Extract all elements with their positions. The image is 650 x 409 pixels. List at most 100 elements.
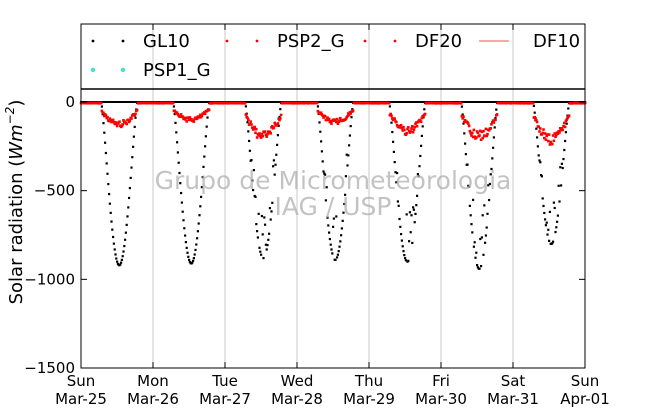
gl10-point xyxy=(199,205,202,208)
red-point xyxy=(473,135,476,139)
red-point xyxy=(403,128,406,132)
gl10-point xyxy=(401,245,404,248)
red-point xyxy=(548,143,552,146)
gl10-point xyxy=(349,124,352,128)
red-point xyxy=(268,130,272,134)
red-point xyxy=(531,101,535,105)
red-point xyxy=(391,118,395,122)
gl10-point xyxy=(264,223,267,226)
gl10-point xyxy=(410,214,413,217)
legend-marker-dot xyxy=(90,67,96,73)
gl10-point xyxy=(552,201,555,204)
gl10-point xyxy=(187,255,190,258)
red-point xyxy=(411,130,415,134)
gl10-point xyxy=(390,121,393,124)
gl10-point xyxy=(270,210,273,213)
x-tick-labels: SunMar-25MonMar-26TueMar-27WedMar-28ThuM… xyxy=(55,372,610,408)
red-point xyxy=(121,123,124,126)
red-point xyxy=(559,126,562,130)
red-point xyxy=(540,133,544,136)
gl10-point xyxy=(130,166,133,169)
gl10-point xyxy=(408,211,411,214)
gl10-point xyxy=(113,248,116,251)
gl10-point xyxy=(405,213,408,216)
x-tick-label-date: Mar-25 xyxy=(55,390,107,408)
gl10-point xyxy=(202,165,205,168)
gl10-point xyxy=(392,150,395,154)
red-point xyxy=(103,114,106,118)
red-point xyxy=(244,113,248,116)
gl10-point xyxy=(404,259,407,262)
gl10-point xyxy=(116,260,119,263)
gl10-point xyxy=(251,179,254,182)
gl10-point xyxy=(246,121,249,124)
red-point xyxy=(462,115,465,119)
gl10-point xyxy=(326,216,329,219)
gl10-point xyxy=(260,253,263,256)
red-point xyxy=(271,124,274,128)
red-point xyxy=(459,102,463,105)
gl10-point xyxy=(179,182,182,185)
gl10-point xyxy=(188,258,191,262)
red-point xyxy=(391,117,394,120)
red-point xyxy=(100,109,104,113)
red-point xyxy=(347,112,350,115)
gl10-point xyxy=(336,256,339,259)
gl10-point xyxy=(318,121,321,124)
gl10-point xyxy=(469,214,472,217)
red-point xyxy=(322,116,325,119)
gl10-point xyxy=(535,127,538,130)
gl10-point xyxy=(403,254,406,257)
red-point xyxy=(203,111,206,114)
red-point xyxy=(123,120,127,124)
y-axis-label-unit: Wm xyxy=(6,124,27,159)
gl10-point xyxy=(188,260,191,264)
gl10-point xyxy=(319,130,322,133)
gl10-point xyxy=(564,131,567,134)
gl10-point xyxy=(462,122,465,125)
gl10-point xyxy=(464,142,467,145)
legend-marker-dot xyxy=(393,39,397,43)
gl10-point xyxy=(544,224,547,227)
gl10-point xyxy=(182,219,185,222)
red-point xyxy=(336,122,340,126)
red-point xyxy=(330,122,333,125)
red-point xyxy=(470,134,473,137)
red-point xyxy=(120,124,124,128)
gl10-point xyxy=(415,204,418,207)
red-point xyxy=(565,118,568,121)
red-point xyxy=(250,123,253,126)
red-point xyxy=(475,136,478,139)
red-point xyxy=(487,129,491,132)
red-point xyxy=(538,130,541,133)
watermark: Grupo de Micrometeorologia IAG / USP xyxy=(155,166,512,221)
red-point xyxy=(269,132,272,135)
red-point xyxy=(543,136,546,140)
x-tick-label-date: Mar-31 xyxy=(487,390,539,408)
gl10-point xyxy=(478,267,481,270)
gl10-point xyxy=(109,211,112,214)
gl10-point xyxy=(416,173,419,176)
gl10-point xyxy=(460,105,463,108)
red-point xyxy=(110,120,113,124)
red-point xyxy=(471,131,474,135)
red-point xyxy=(272,126,276,129)
gl10-point xyxy=(418,165,421,168)
gl10-point xyxy=(269,218,272,221)
gl10-point xyxy=(412,206,415,209)
gl10-point xyxy=(186,251,189,254)
red-point xyxy=(128,119,132,122)
gl10-point xyxy=(260,214,263,218)
gl10-point xyxy=(480,265,483,268)
gl10-point xyxy=(273,173,276,176)
red-point xyxy=(338,119,341,123)
gl10-point xyxy=(204,145,207,148)
gl10-point xyxy=(394,171,397,174)
red-point xyxy=(102,111,105,115)
red-point xyxy=(401,129,404,132)
red-point xyxy=(395,120,398,124)
red-point xyxy=(175,111,179,114)
watermark-line-1: Grupo de Micrometeorologia xyxy=(155,166,512,195)
gl10-point xyxy=(409,231,412,234)
red-point xyxy=(199,115,203,119)
